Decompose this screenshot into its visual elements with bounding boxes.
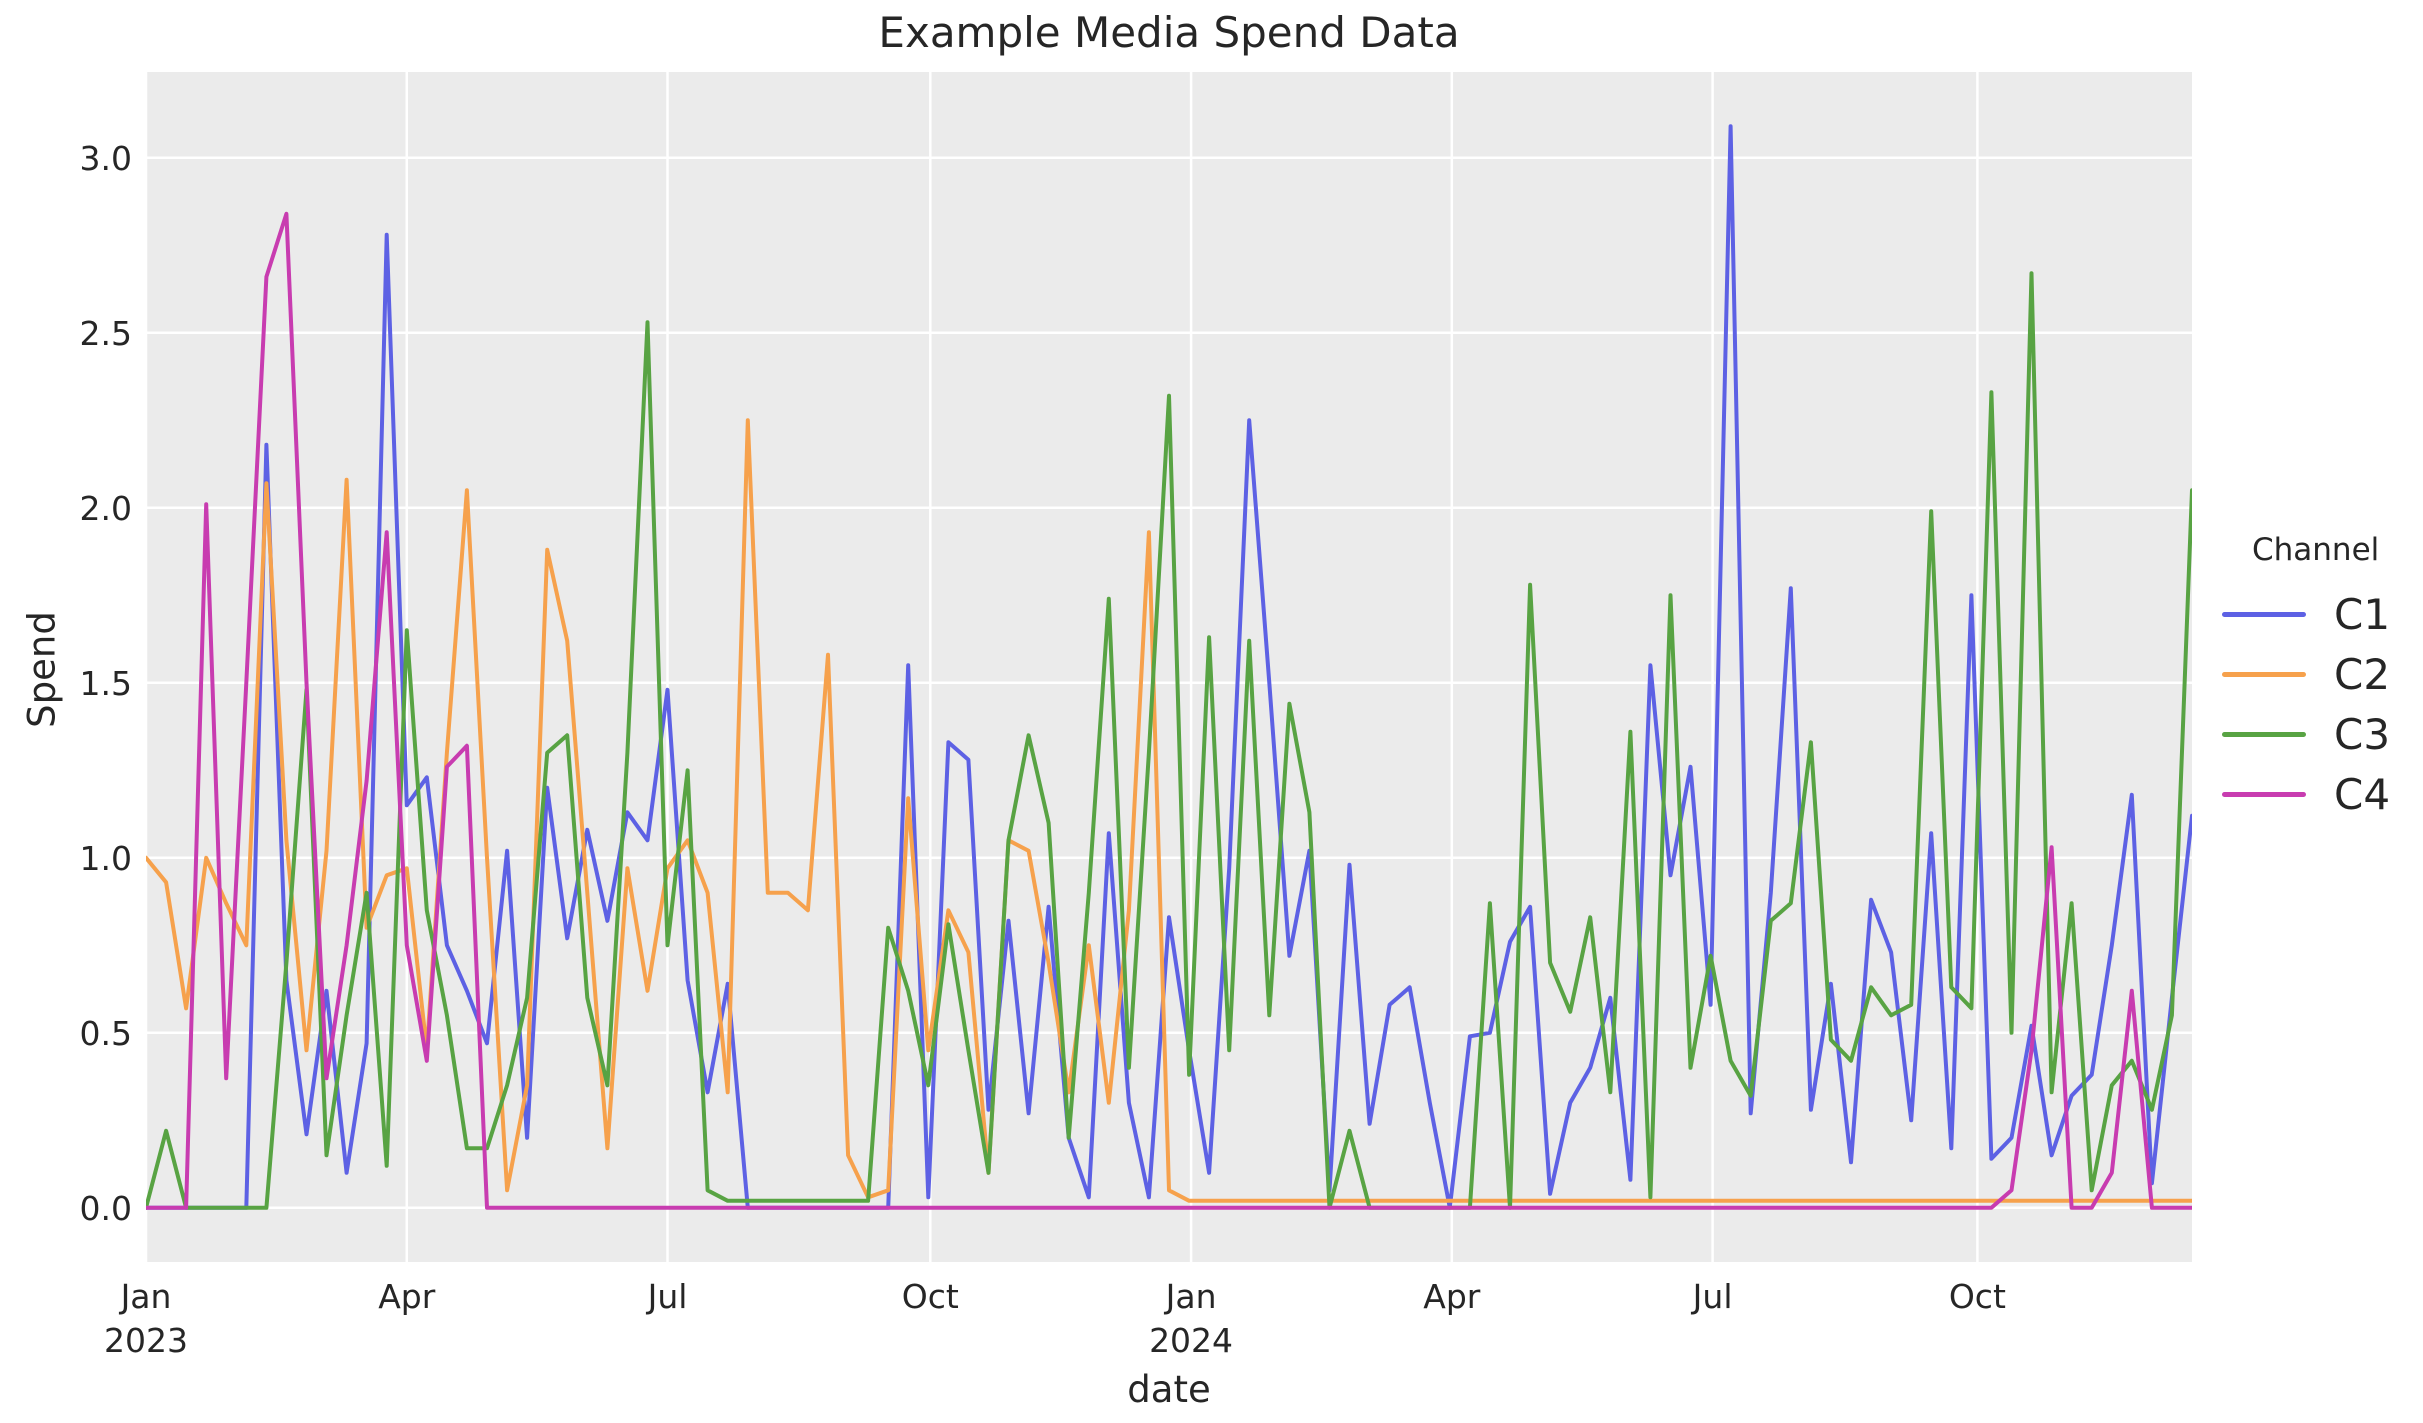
series-line-C3	[146, 271, 2192, 1210]
y-tick-label: 1.0	[80, 839, 132, 878]
legend-label-C2: C2	[2334, 649, 2391, 699]
legend: Channel C1 C2 C3 C4	[2222, 532, 2390, 824]
x-axis-label: date	[1127, 1368, 1211, 1411]
x-tick-sublabel: 2024	[1149, 1321, 1233, 1360]
x-tick-label: Apr	[1423, 1277, 1481, 1316]
y-tick-label: 2.0	[80, 489, 132, 528]
legend-label-C3: C3	[2334, 709, 2391, 759]
y-tick-label: 1.5	[80, 664, 132, 703]
legend-line-icon-C3	[2222, 731, 2306, 737]
legend-entry-C2: C2	[2222, 644, 2390, 704]
legend-title: Channel	[2252, 532, 2380, 568]
x-tick-label: Oct	[1949, 1277, 2006, 1316]
legend-entries: C1 C2 C3 C4	[2222, 584, 2390, 824]
series-line-C4	[146, 211, 2192, 1210]
x-tick-label: Jan	[119, 1277, 172, 1316]
series-line-C1	[146, 124, 2192, 1210]
legend-line-icon-C1	[2222, 611, 2306, 617]
legend-entry-C1: C1	[2222, 584, 2390, 644]
x-tick-label: Jul	[646, 1277, 688, 1316]
chart-title: Example Media Spend Data	[878, 8, 1460, 57]
y-tick-label: 2.5	[80, 314, 132, 353]
y-tick-label: 0.5	[80, 1014, 132, 1053]
legend-line-icon-C4	[2222, 791, 2306, 797]
plot-area	[146, 72, 2192, 1262]
x-tick-label: Apr	[378, 1277, 436, 1316]
y-tick-label: 3.0	[80, 139, 132, 178]
legend-label-C1: C1	[2334, 589, 2391, 639]
legend-entry-C3: C3	[2222, 704, 2390, 764]
y-tick-label: 0.0	[80, 1189, 132, 1228]
x-tick-label: Jul	[1691, 1277, 1733, 1316]
x-tick-label: Oct	[902, 1277, 959, 1316]
legend-entry-C4: C4	[2222, 764, 2390, 824]
x-tick-label: Jan	[1164, 1277, 1217, 1316]
legend-label-C4: C4	[2334, 769, 2391, 819]
series-line-C2	[146, 418, 2192, 1203]
x-tick-sublabel: 2023	[104, 1321, 188, 1360]
legend-line-icon-C2	[2222, 671, 2306, 677]
